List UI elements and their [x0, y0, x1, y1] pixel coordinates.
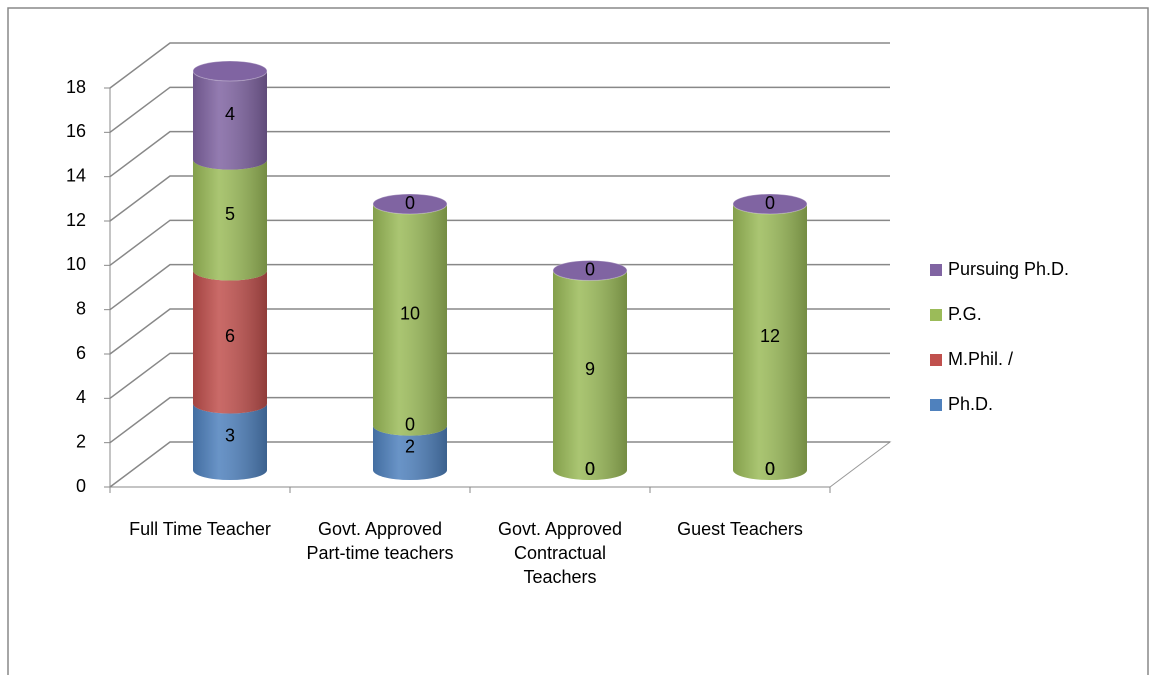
y-tick-label: 18 — [66, 77, 86, 97]
y-tick-label: 2 — [76, 431, 86, 451]
data-label: 0 — [585, 459, 595, 479]
data-label: 0 — [765, 459, 775, 479]
y-tick-label: 0 — [76, 476, 86, 496]
bar-shade — [733, 204, 807, 480]
frame — [7, 7, 1149, 675]
data-label: 2 — [405, 437, 415, 457]
data-label: 0 — [405, 414, 415, 434]
grid-line — [109, 308, 890, 355]
bar-top — [552, 260, 628, 281]
data-label: 6 — [225, 326, 235, 346]
data-label: 4 — [225, 104, 235, 124]
bar-shade — [373, 204, 447, 436]
grid-line — [109, 130, 890, 178]
legend-label: Ph.D. — [948, 394, 993, 414]
data-label: 0 — [585, 459, 595, 479]
legend-label: Pursuing Ph.D. — [948, 259, 1069, 279]
data-label: 5 — [225, 204, 235, 224]
data-label: 3 — [225, 426, 235, 446]
grid-line — [109, 396, 890, 444]
bar-shade — [553, 270, 627, 480]
grid-line — [109, 263, 890, 311]
legend-label: M.Phil. / — [948, 349, 1013, 369]
y-tick-label: 8 — [76, 298, 86, 318]
y-tick-label: 6 — [76, 343, 86, 363]
y-tick-label: 14 — [66, 165, 86, 185]
x-tick-label: Govt. Approved Contractual Teachers — [497, 519, 623, 587]
data-label: 0 — [585, 259, 595, 279]
data-label: 12 — [760, 326, 780, 346]
grid-line — [109, 42, 890, 89]
legend-swatch — [930, 399, 942, 411]
bar-shade — [193, 270, 267, 414]
bar-top — [372, 193, 448, 215]
grid-line — [109, 219, 890, 266]
y-tick-label: 10 — [66, 254, 86, 274]
grid-line — [109, 352, 890, 399]
grid-line — [109, 175, 890, 222]
y-tick-label: 16 — [66, 121, 86, 141]
legend-label: P.G. — [948, 304, 982, 324]
data-label: 0 — [765, 193, 775, 213]
x-tick-label: Full Time Teacher — [129, 519, 271, 539]
data-label: 0 — [405, 193, 415, 213]
bar-shade — [193, 71, 267, 170]
bar-top — [732, 193, 808, 215]
legend-swatch — [930, 309, 942, 321]
bar-top — [192, 60, 268, 82]
data-label: 10 — [400, 304, 420, 324]
grid-line — [109, 441, 890, 488]
grid-line — [109, 86, 890, 133]
y-tick-label: 12 — [66, 210, 86, 230]
data-label: 0 — [765, 459, 775, 479]
legend-swatch — [930, 264, 942, 276]
x-tick-label: Guest Teachers — [677, 519, 803, 539]
bar-shade — [193, 403, 267, 480]
data-label: 9 — [585, 359, 595, 379]
legend-swatch — [930, 354, 942, 366]
x-tick-label: Govt. Approved Part-time teachers — [306, 519, 454, 563]
bar-shade — [373, 425, 447, 480]
bar-shade — [193, 159, 267, 281]
y-tick-label: 4 — [76, 387, 86, 407]
